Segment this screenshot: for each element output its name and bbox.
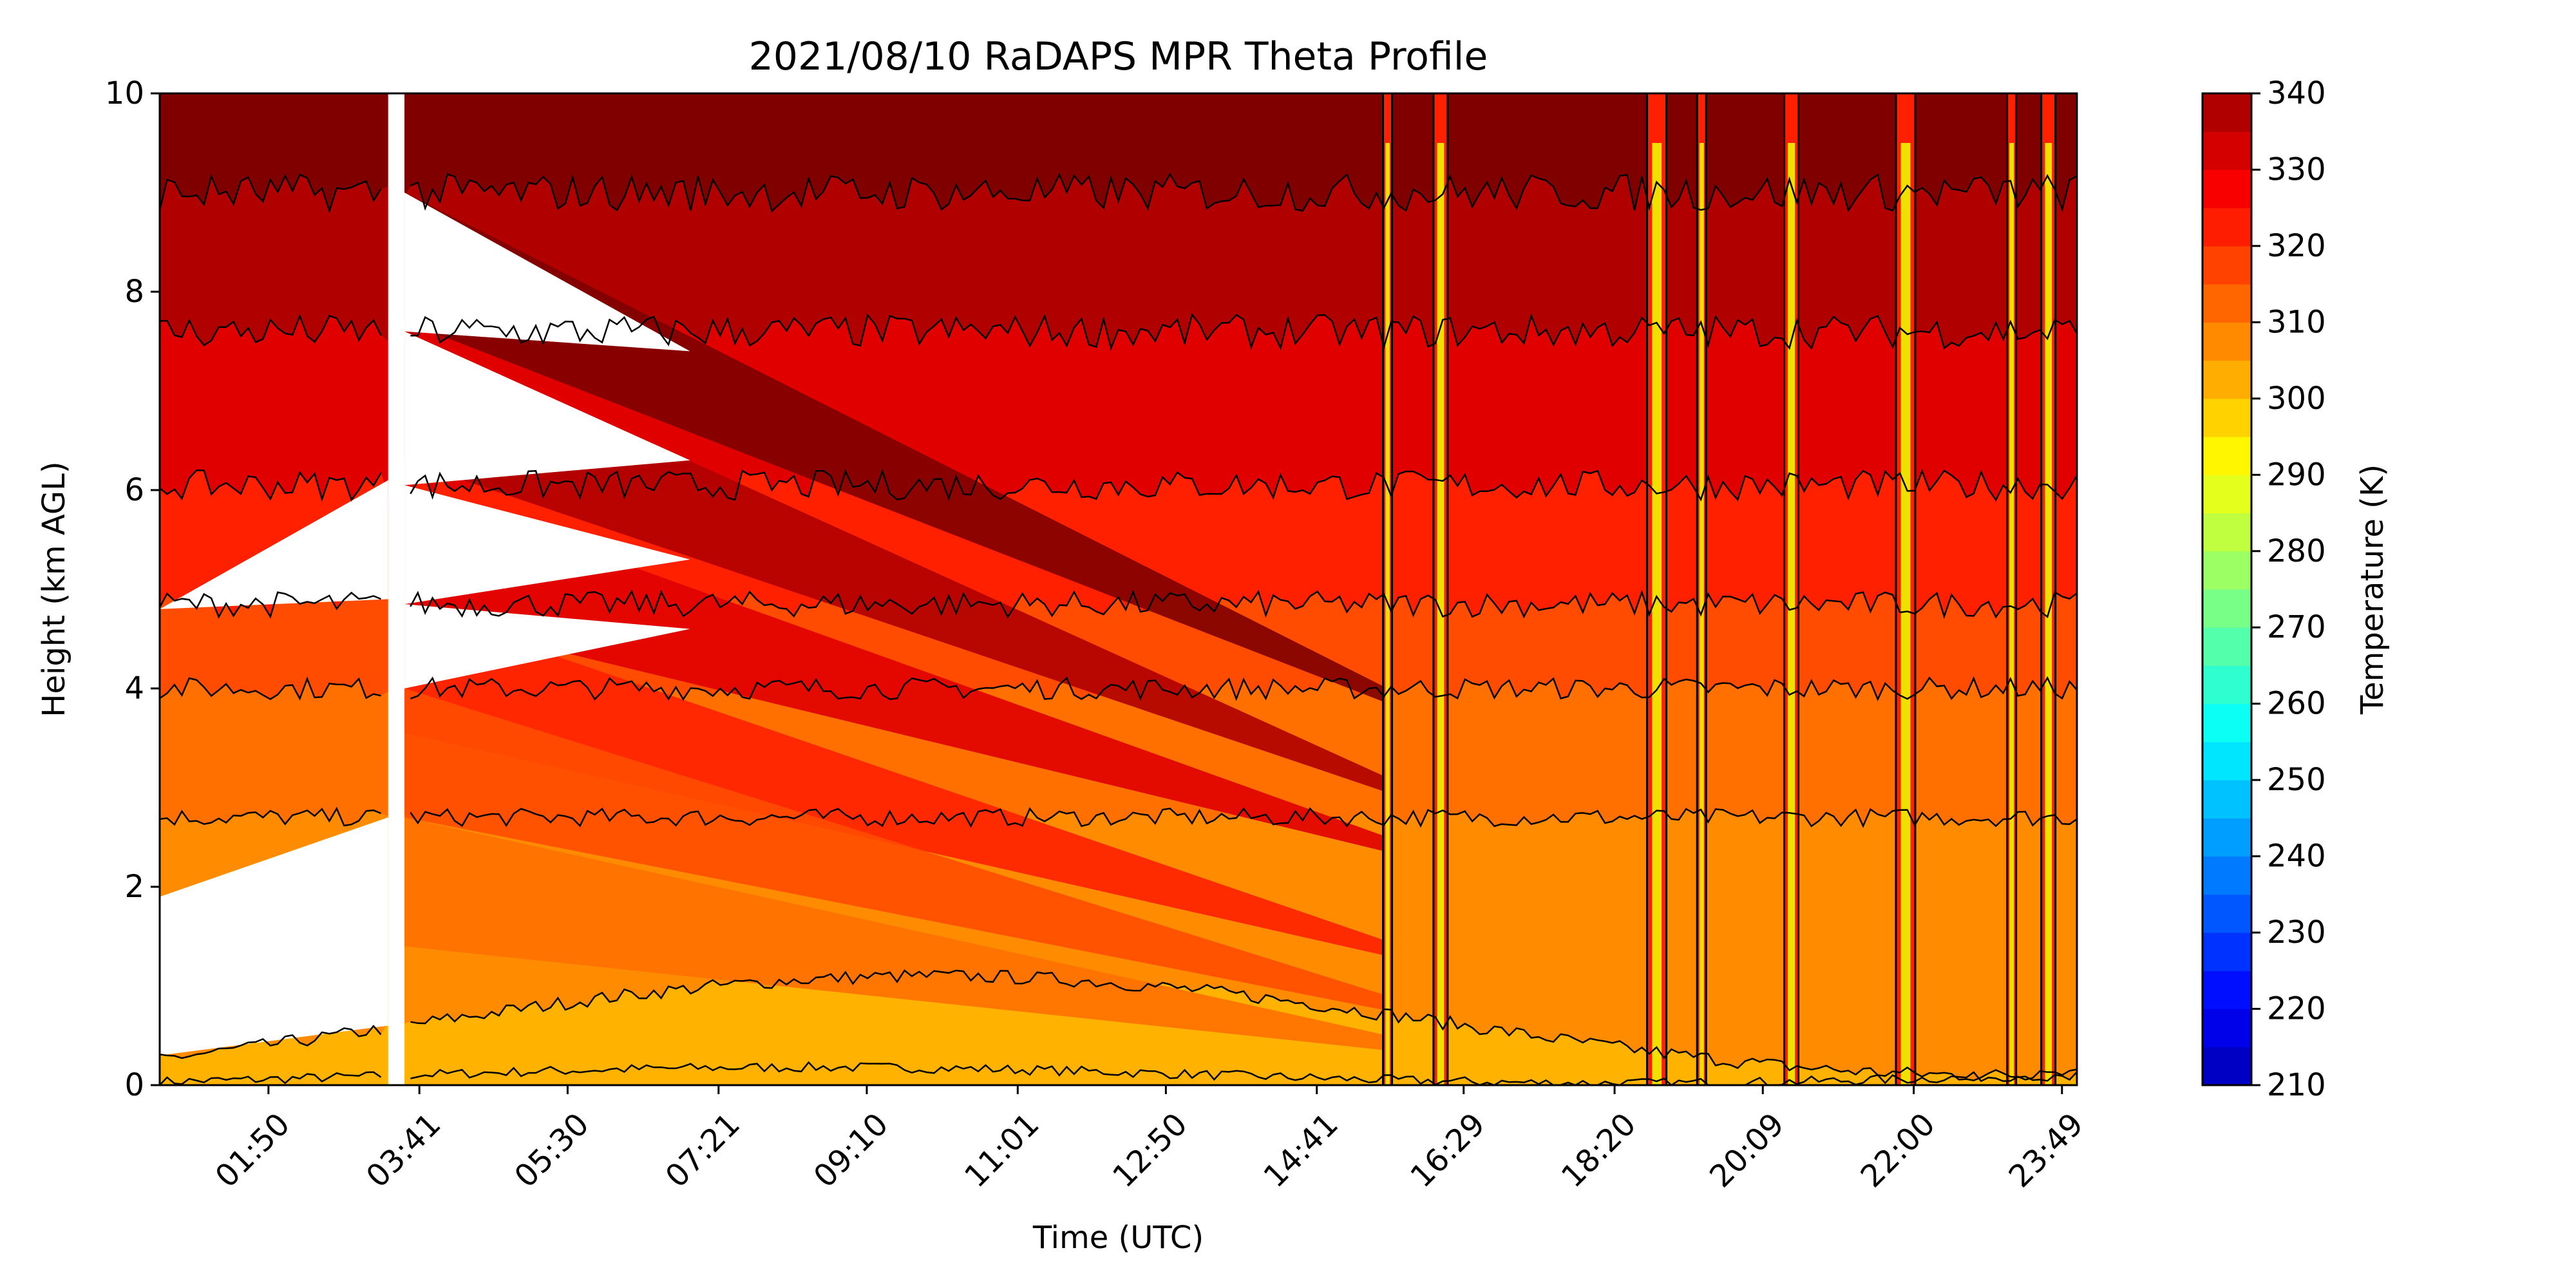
x-axis-label: Time (UTC) bbox=[1032, 1220, 1204, 1256]
x-tick-label: 12:50 bbox=[1106, 1106, 1194, 1195]
colorbar-tick-label: 280 bbox=[2267, 533, 2326, 569]
colorbar-tick-label: 240 bbox=[2267, 838, 2326, 875]
colorbar-tick-label: 320 bbox=[2267, 228, 2326, 264]
colorbar-segment bbox=[2202, 169, 2251, 209]
colorbar-segment bbox=[2202, 589, 2251, 628]
colorbar-segment bbox=[2202, 322, 2251, 361]
instability-column bbox=[1437, 143, 1444, 1085]
colorbar-frame bbox=[2201, 92, 2253, 1086]
colorbar-segment bbox=[2202, 818, 2251, 857]
isentrope-contour bbox=[160, 676, 2077, 702]
data-gap bbox=[404, 485, 690, 605]
data-gap bbox=[404, 331, 690, 486]
x-tick-label: 23:49 bbox=[2002, 1106, 2090, 1195]
y-tick-label: 0 bbox=[124, 1067, 144, 1103]
colorbar-segment bbox=[2202, 398, 2251, 437]
data-gap bbox=[404, 604, 690, 688]
colorbar-tick-label: 340 bbox=[2267, 75, 2326, 111]
y-tick-label: 8 bbox=[124, 274, 144, 310]
isentrope-contour bbox=[160, 806, 2077, 828]
colorbar-segment bbox=[2202, 856, 2251, 895]
instability-column bbox=[1385, 143, 1390, 1085]
y-tick-label: 10 bbox=[105, 75, 144, 111]
chart-title: 2021/08/10 RaDAPS MPR Theta Profile bbox=[749, 34, 1488, 79]
y-tick-label: 6 bbox=[124, 472, 144, 508]
x-tick-label: 03:41 bbox=[359, 1106, 448, 1195]
colorbar-tick-label: 330 bbox=[2267, 151, 2326, 187]
colorbar-segment bbox=[2202, 93, 2251, 132]
isentrope-contour bbox=[160, 468, 2077, 502]
x-tick-label: 09:10 bbox=[807, 1106, 895, 1195]
theta-band bbox=[160, 93, 2077, 211]
colorbar-segment bbox=[2202, 703, 2251, 743]
colorbar-segment bbox=[2202, 665, 2251, 705]
colorbar-tick-label: 220 bbox=[2267, 991, 2326, 1027]
colorbar-segment bbox=[2202, 894, 2251, 933]
colorbar-segment bbox=[2202, 741, 2251, 781]
interpolation-wedge bbox=[404, 193, 1388, 704]
colorbar-tick-label: 310 bbox=[2267, 304, 2326, 340]
x-tick-label: 18:20 bbox=[1555, 1106, 1643, 1195]
instability-column bbox=[2009, 143, 2014, 1085]
colorbar-segment bbox=[2202, 245, 2251, 285]
x-tick-label: 22:00 bbox=[1853, 1106, 1942, 1195]
isentrope-contour bbox=[160, 173, 2077, 214]
isentrope-contour bbox=[160, 312, 2077, 351]
x-tick-label: 07:21 bbox=[659, 1106, 747, 1195]
colorbar-segment bbox=[2202, 1046, 2251, 1086]
colorbar-segment bbox=[2202, 207, 2251, 247]
x-tick-label: 05:30 bbox=[507, 1106, 596, 1195]
isentrope-contour bbox=[160, 589, 2077, 620]
colorbar-label: Temperature (K) bbox=[2354, 464, 2391, 715]
colorbar-segment bbox=[2202, 933, 2251, 971]
data-gap bbox=[404, 193, 690, 352]
isentrope-contour bbox=[160, 969, 2077, 1082]
interpolation-wedge bbox=[404, 817, 1388, 1051]
plot-frame bbox=[158, 92, 2078, 1086]
contour-field bbox=[160, 93, 2077, 1085]
interpolation-wedge bbox=[404, 604, 1388, 956]
data-gap bbox=[160, 480, 388, 609]
interpolation-wedge bbox=[404, 688, 1388, 1011]
y-tick-label: 4 bbox=[124, 670, 144, 706]
colorbar-segment bbox=[2202, 627, 2251, 666]
x-tick-label: 16:29 bbox=[1404, 1106, 1492, 1195]
colorbar-tick-label: 300 bbox=[2267, 381, 2326, 417]
colorbar-tick-label: 270 bbox=[2267, 609, 2326, 645]
colorbar-tick-label: 230 bbox=[2267, 914, 2326, 951]
data-gap bbox=[160, 817, 388, 1056]
x-tick-label: 20:09 bbox=[1703, 1106, 1791, 1195]
colorbar-segment bbox=[2202, 437, 2251, 475]
colorbar-segment bbox=[2202, 131, 2251, 170]
plot-area bbox=[160, 93, 2077, 1085]
y-tick-label: 2 bbox=[124, 869, 144, 905]
data-gap bbox=[388, 93, 405, 1085]
x-tick-label: 14:41 bbox=[1257, 1106, 1345, 1195]
colorbar-segment bbox=[2202, 971, 2251, 1010]
colorbar-segment bbox=[2202, 475, 2251, 514]
colorbar-segment bbox=[2202, 780, 2251, 819]
colorbar-segment bbox=[2202, 360, 2251, 399]
colorbar-tick-label: 250 bbox=[2267, 762, 2326, 798]
colorbar-tick-label: 260 bbox=[2267, 686, 2326, 722]
theta-band bbox=[160, 174, 2077, 348]
colorbar: 210 220 230 240 250 260 270 280 290 300 310 320 330 3… bbox=[2201, 75, 2326, 1103]
colorbar-segment bbox=[2202, 551, 2251, 590]
instability-column bbox=[1900, 143, 1911, 1085]
colorbar-tick-label: 290 bbox=[2267, 457, 2326, 493]
x-tick-label: 11:01 bbox=[958, 1106, 1046, 1195]
y-axis-label: Height (km AGL) bbox=[36, 461, 72, 717]
colorbar-tick-label: 210 bbox=[2267, 1067, 2326, 1103]
colorbar-segment bbox=[2202, 1009, 2251, 1048]
instability-column bbox=[1652, 143, 1662, 1085]
instability-column bbox=[1788, 143, 1795, 1085]
colorbar-segment bbox=[2202, 284, 2251, 323]
x-tick-label: 01:50 bbox=[209, 1106, 297, 1195]
isentrope-contour bbox=[160, 1061, 2077, 1085]
colorbar-segment bbox=[2202, 513, 2251, 552]
interpolation-wedge bbox=[404, 485, 1388, 853]
